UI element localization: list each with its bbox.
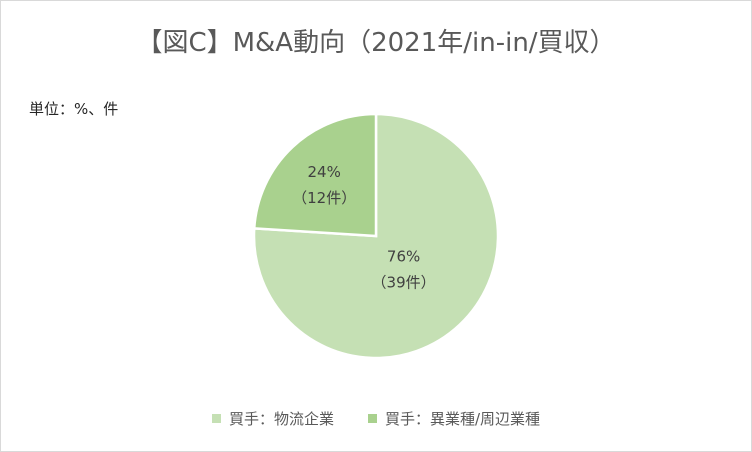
chart-legend: 買手：物流企業 買手：異業種/周辺業種	[0, 408, 752, 429]
chart-title: 【図C】M&A動向（2021年/in-in/買収）	[136, 28, 616, 58]
pie-slice-other-industry	[252, 112, 378, 238]
legend-swatch-other-industry	[367, 414, 377, 423]
slice-label-other-pct: 24%	[308, 163, 341, 181]
slice-label-other-count: （12件）	[292, 189, 356, 207]
legend-item-logistics: 買手：物流企業	[211, 408, 334, 429]
slice-label-logistics-count: （39件）	[372, 273, 436, 291]
legend-label-logistics: 買手：物流企業	[228, 410, 334, 428]
unit-note: 単位：%、件	[29, 100, 119, 118]
legend-item-other-industry: 買手：異業種/周辺業種	[367, 408, 541, 429]
slice-label-logistics-pct: 76%	[387, 247, 420, 265]
legend-label-other-industry: 買手：異業種/周辺業種	[384, 410, 541, 428]
legend-swatch-logistics	[211, 414, 221, 423]
